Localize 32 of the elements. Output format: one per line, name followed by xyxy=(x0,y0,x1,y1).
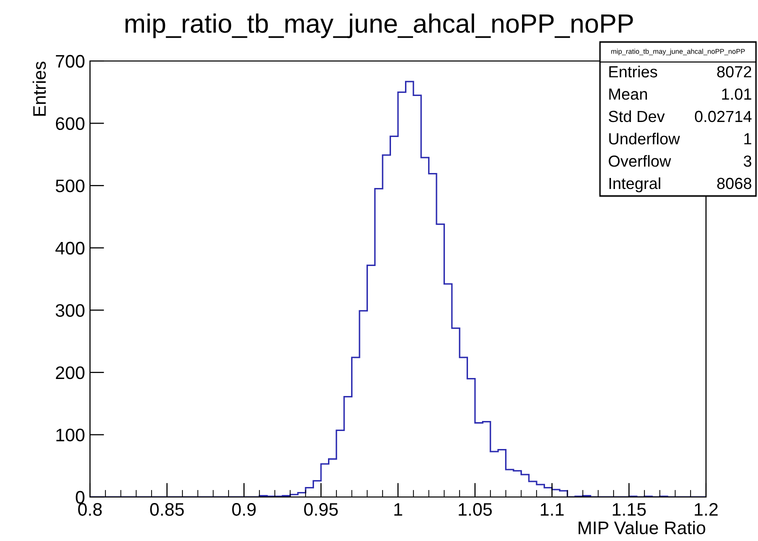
text: 3 xyxy=(744,155,752,167)
x-tick-label: 0.8 xyxy=(78,503,102,516)
annotation: Mean xyxy=(609,88,647,100)
x-tick-label: 1.2 xyxy=(694,503,718,516)
x-tick-label: 1.1 xyxy=(540,503,564,516)
x-tick-label: 0.9 xyxy=(232,503,256,516)
text: 8072 xyxy=(717,66,752,78)
y-tick-label: 400 xyxy=(55,242,84,255)
annotation: Overflow xyxy=(608,155,672,167)
x-tick-label: 0.85 xyxy=(150,503,184,516)
annotation: Entries xyxy=(609,66,658,78)
annotation: Std Dev xyxy=(608,110,665,122)
y-tick-label: 100 xyxy=(56,428,84,442)
y-tick-label: 0 xyxy=(76,490,84,504)
x-tick-label: 1 xyxy=(394,503,402,516)
x-axis-title: MIP Value Ratio xyxy=(578,520,706,534)
annotation: Integral xyxy=(609,177,660,192)
chart-title: mip_ratio_tb_may_june_ahcal_noPP_noPP xyxy=(126,14,633,38)
x-tick-label: 0.95 xyxy=(304,503,338,516)
y-tick-label: 700 xyxy=(56,54,84,68)
y-axis-title: Entries xyxy=(32,62,46,116)
text: 8068 xyxy=(717,178,752,190)
annotation: Underflow xyxy=(609,132,680,144)
y-tick-label: 300 xyxy=(56,304,84,317)
text: 1 xyxy=(744,133,752,144)
x-tick-label: 1.05 xyxy=(458,503,492,516)
y-tick-label: 200 xyxy=(56,366,84,380)
text: 1.01 xyxy=(722,88,752,100)
x-tick-label: 1.15 xyxy=(612,503,646,516)
y-tick-label: 500 xyxy=(56,180,84,192)
annotation: 0.02714 xyxy=(694,110,752,122)
y-tick-label: 600 xyxy=(56,117,84,130)
